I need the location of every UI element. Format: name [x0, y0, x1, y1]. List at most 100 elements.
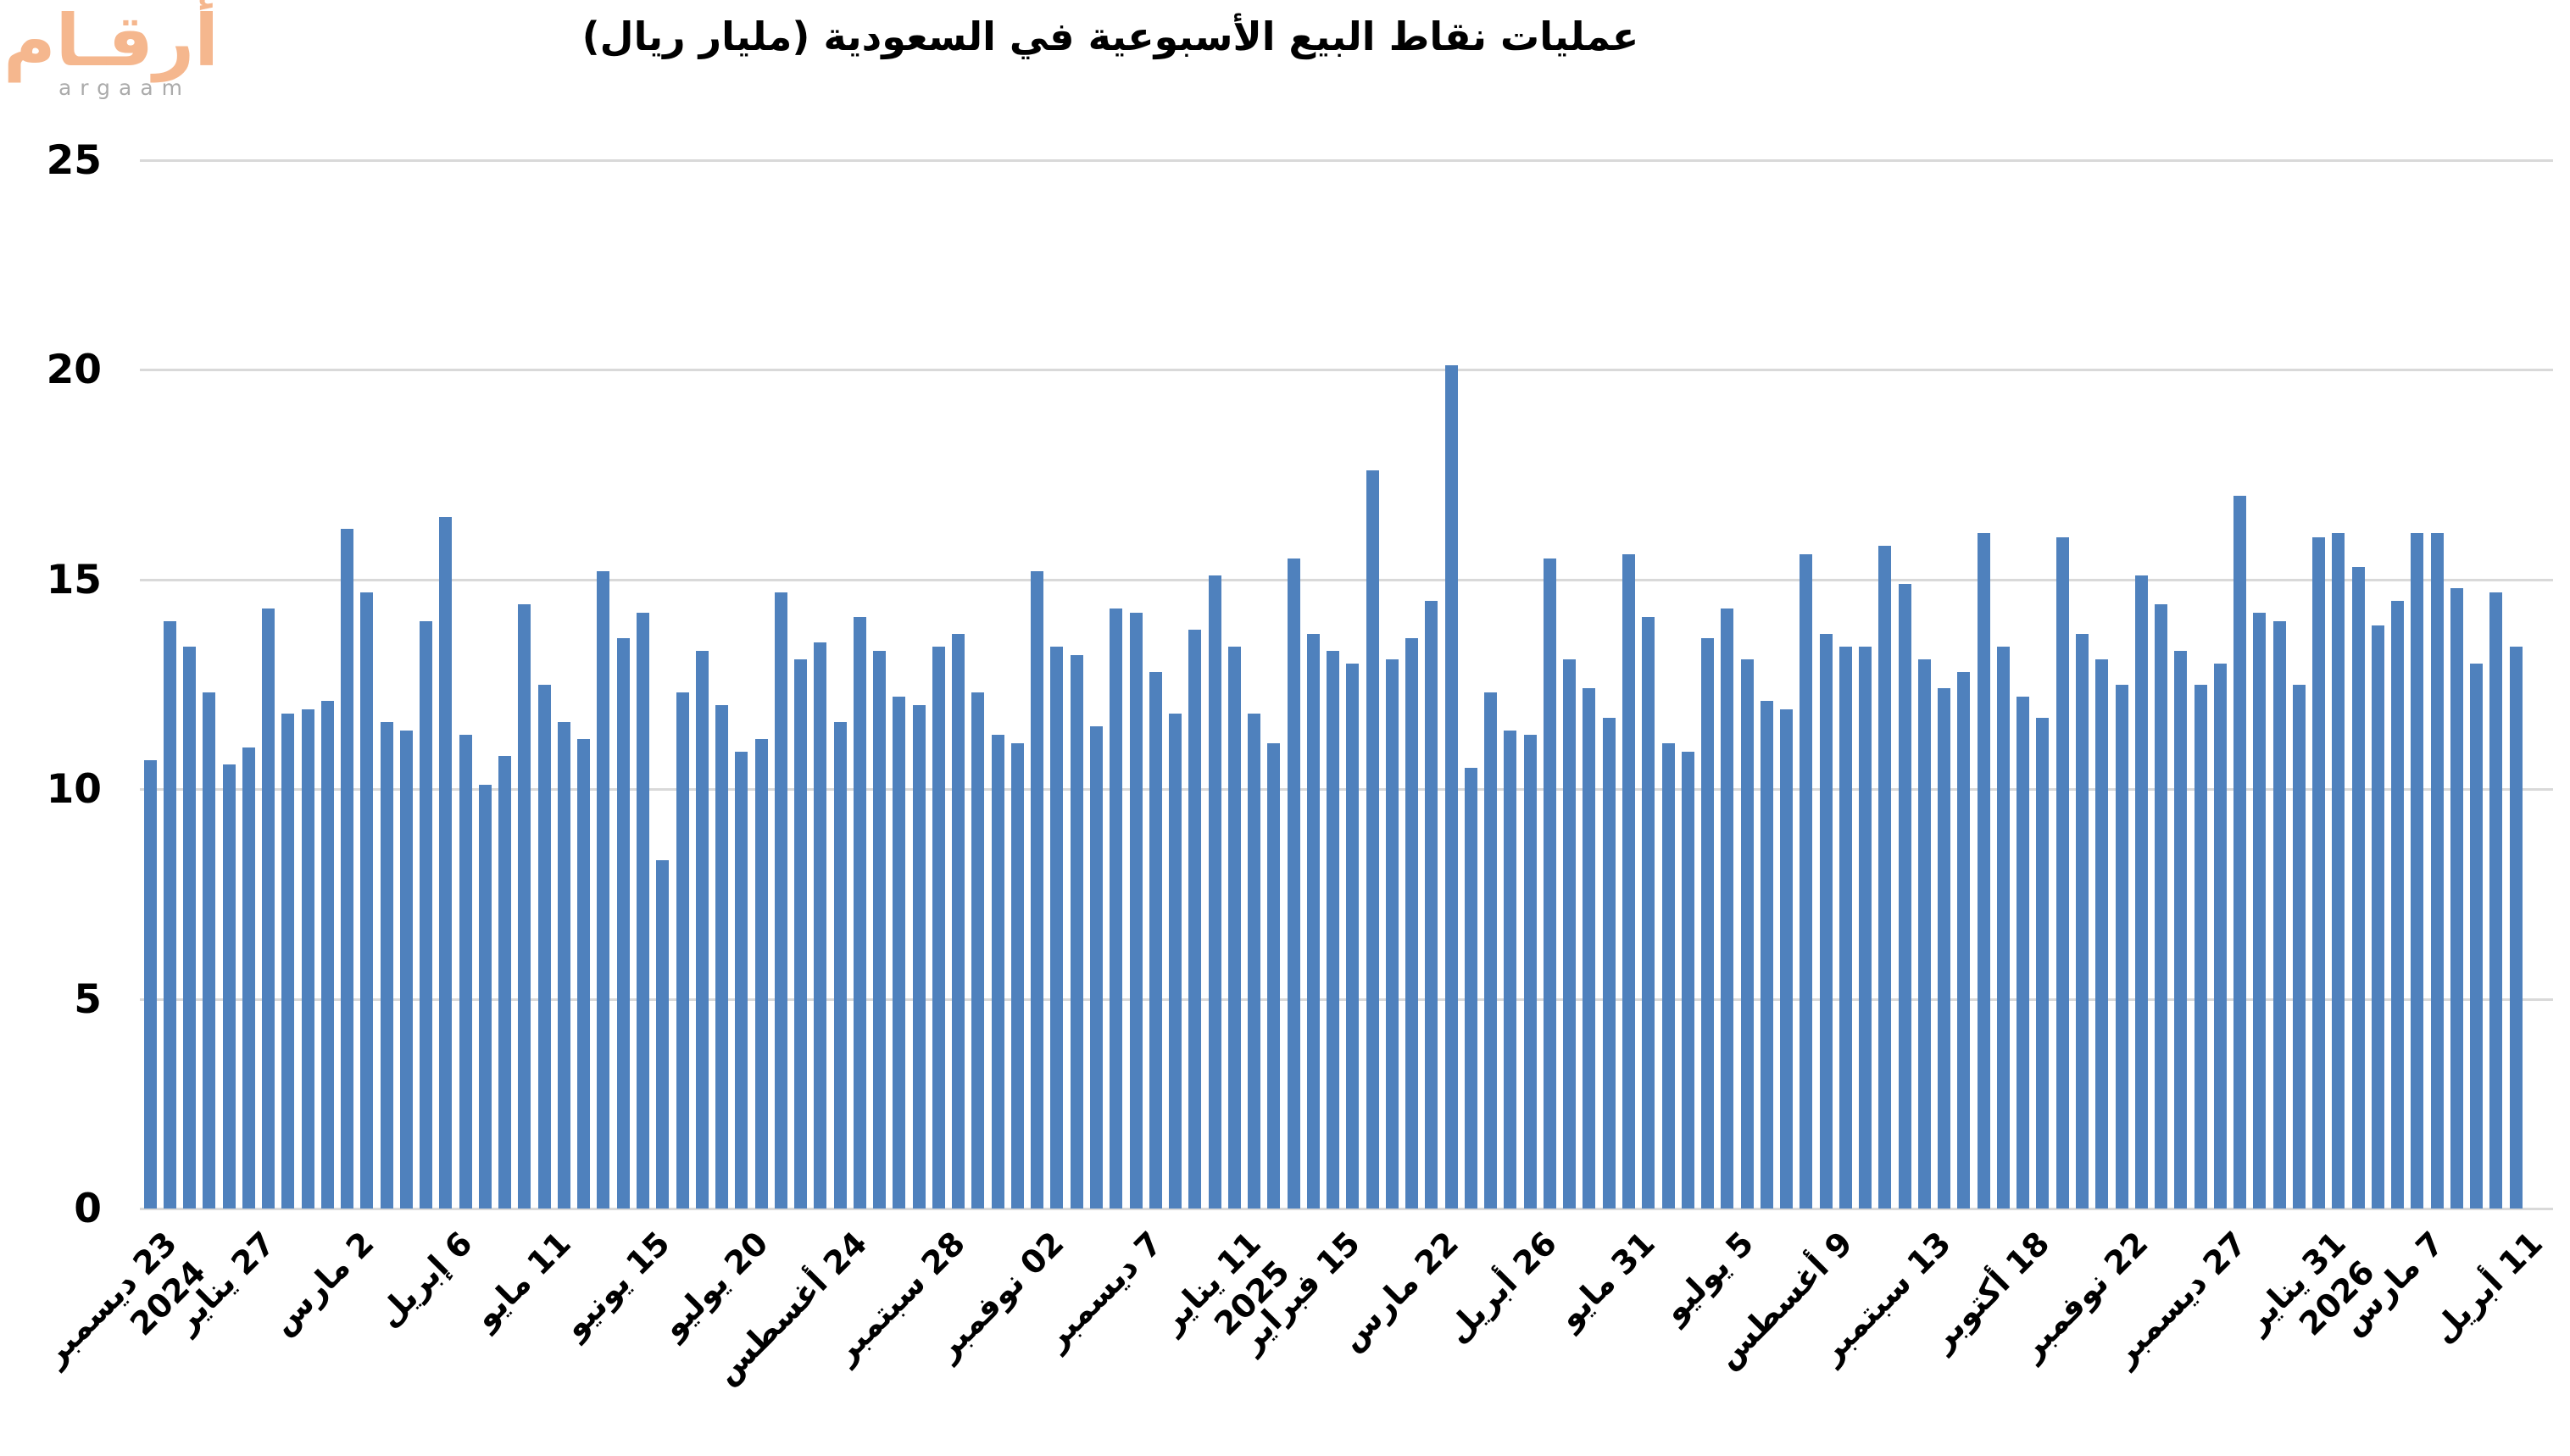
bar: [262, 609, 275, 1209]
bar: [1583, 688, 1596, 1209]
gridline: [140, 369, 2553, 372]
x-axis-label: 2 مارس: [263, 1224, 381, 1342]
bar: [1760, 701, 1773, 1209]
bar: [1227, 646, 1241, 1209]
bar: [2332, 533, 2345, 1209]
bar: [1050, 646, 1064, 1209]
bar: [1110, 609, 1123, 1209]
bar: [1996, 646, 2010, 1209]
bar: [1327, 650, 1340, 1209]
bar: [2509, 646, 2523, 1209]
bar: [1366, 470, 1379, 1209]
bar: [2253, 613, 2267, 1209]
bar: [1800, 554, 1813, 1209]
bar: [1169, 714, 1182, 1209]
argaam-logo-latin-text: argaam: [58, 75, 192, 100]
y-axis-label: 0: [74, 1186, 102, 1232]
bar: [1425, 600, 1438, 1209]
y-axis-label: 5: [74, 975, 102, 1023]
bar: [1878, 546, 1892, 1209]
bar: [2055, 537, 2069, 1209]
bar: [1405, 638, 1419, 1209]
bar: [1346, 663, 1360, 1209]
bar: [1819, 634, 1833, 1209]
y-axis-label: 10: [46, 766, 102, 814]
bar: [2391, 600, 2405, 1209]
bar: [1287, 559, 1300, 1209]
bar: [1464, 768, 1477, 1209]
bar: [616, 638, 630, 1209]
bar: [833, 722, 847, 1209]
bar: [735, 751, 748, 1209]
bar: [518, 604, 531, 1209]
bar: [1642, 617, 1655, 1209]
x-axis-label: 15 يونيو: [555, 1224, 677, 1346]
gridline: [140, 159, 2553, 162]
bar: [1917, 659, 1931, 1209]
bar: [2489, 592, 2503, 1209]
bar: [1681, 751, 1694, 1209]
bar: [1484, 692, 1498, 1209]
bar: [1859, 646, 1872, 1209]
bar: [360, 592, 374, 1209]
bar: [695, 650, 709, 1209]
bar: [320, 701, 334, 1209]
bar: [1622, 554, 1635, 1209]
bar: [754, 738, 768, 1209]
bar: [2430, 533, 2444, 1209]
bar: [1504, 730, 1517, 1209]
bar: [163, 621, 176, 1209]
x-axis-label: 6 إبريل: [370, 1224, 480, 1334]
bar: [1661, 742, 1675, 1209]
bar: [537, 684, 551, 1209]
y-axis-label: 20: [46, 347, 102, 394]
bar: [1957, 671, 1971, 1209]
bar: [2194, 684, 2207, 1209]
bar: [597, 570, 610, 1209]
bar: [2470, 663, 2484, 1209]
bar: [1740, 659, 1754, 1209]
bar: [676, 692, 689, 1209]
bar: [203, 692, 216, 1209]
bar: [1602, 718, 1616, 1209]
y-axis-label: 15: [46, 556, 102, 603]
bar: [1208, 575, 1221, 1209]
bar: [932, 646, 945, 1209]
bar: [222, 764, 236, 1209]
bar: [715, 705, 729, 1209]
bar: [1306, 634, 1320, 1209]
bar: [2272, 621, 2286, 1209]
gridline: [140, 578, 2553, 581]
bar: [794, 659, 808, 1209]
bar: [2155, 604, 2168, 1209]
bar: [1385, 659, 1399, 1209]
bar: [2411, 533, 2424, 1209]
y-axis-label: 25: [46, 137, 102, 184]
bar: [1267, 742, 1281, 1209]
bar: [1523, 734, 1537, 1209]
bar: [1780, 709, 1794, 1209]
bar: [2233, 495, 2247, 1209]
bar: [577, 738, 591, 1209]
gridline: [140, 1208, 2553, 1210]
bar: [1563, 659, 1577, 1209]
bar: [971, 692, 985, 1209]
bar: [991, 734, 1004, 1209]
bar: [1721, 609, 1734, 1209]
chart-title: عمليات نقاط البيع الأسبوعية في السعودية …: [581, 14, 1639, 59]
bar: [1188, 630, 1202, 1209]
bar: [281, 714, 295, 1209]
bar: [1031, 570, 1044, 1209]
bar: [2036, 718, 2050, 1209]
argaam-logo-arabic-text: أرقـام: [3, 0, 219, 82]
bar: [1248, 714, 1261, 1209]
bar: [439, 516, 453, 1209]
bar: [242, 747, 255, 1209]
bar: [2134, 575, 2148, 1209]
bar: [1010, 742, 1024, 1209]
bar: [2312, 537, 2326, 1209]
bar: [1149, 671, 1162, 1209]
bar: [143, 759, 157, 1209]
bar: [2017, 697, 2030, 1209]
